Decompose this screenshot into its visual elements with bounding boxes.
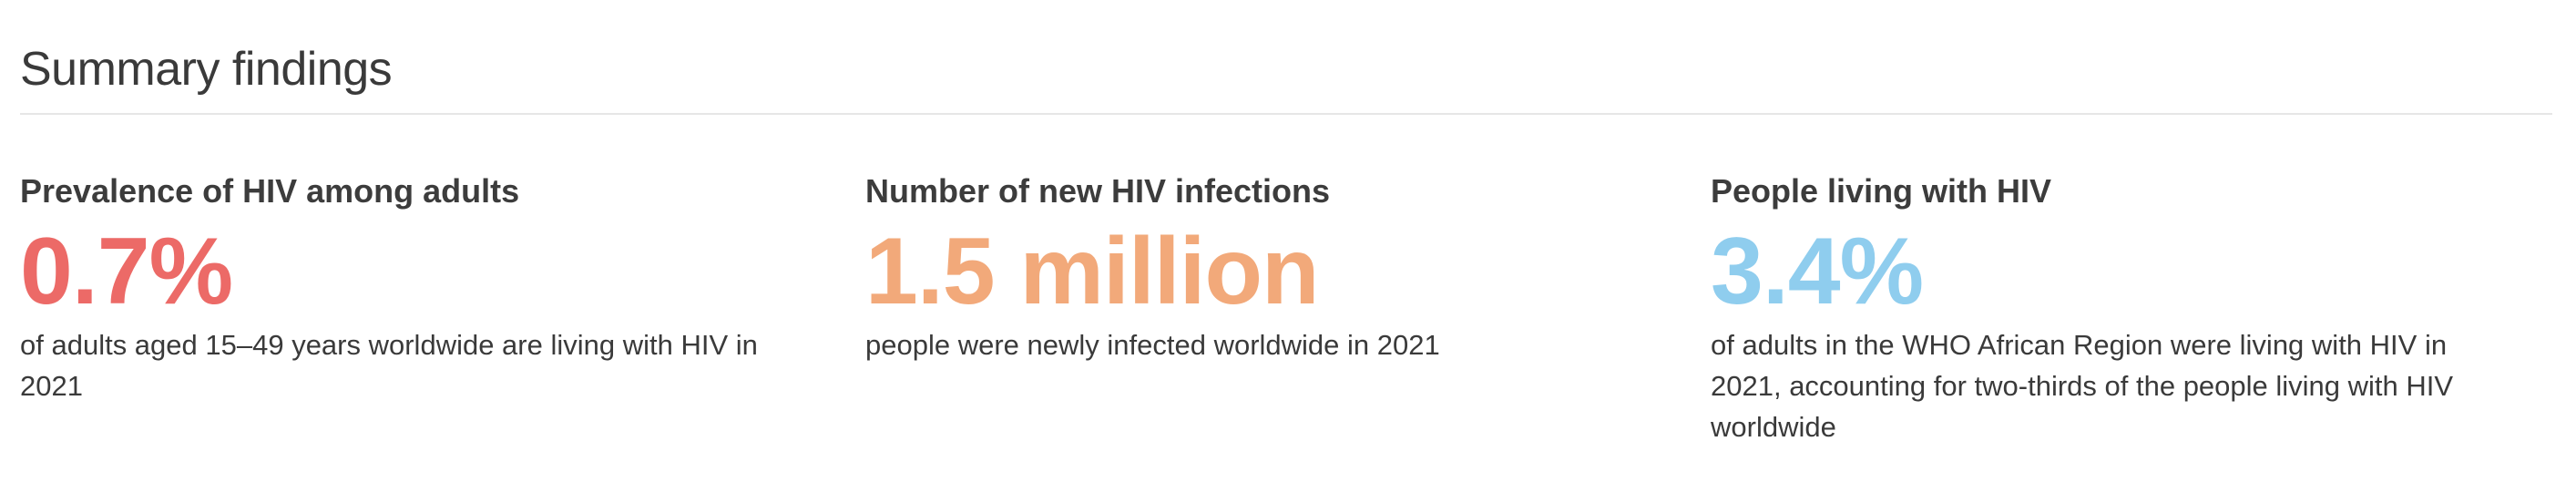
findings-cards: Prevalence of HIV among adults 0.7% of a…: [20, 171, 2556, 447]
finding-description: people were newly infected worldwide in …: [865, 329, 1440, 361]
finding-stat: 3.4%: [1711, 219, 1924, 324]
finding-description: of adults in the WHO African Region were…: [1711, 329, 2454, 443]
finding-description: of adults aged 15–49 years worldwide are…: [20, 329, 758, 402]
section-divider: [20, 113, 2552, 115]
finding-title: Prevalence of HIV among adults: [20, 172, 520, 210]
finding-stat: 0.7%: [20, 219, 233, 324]
section-title: Summary findings: [20, 43, 393, 96]
finding-card-people-living-with-hiv: People living with HIV 3.4% of adults in…: [1711, 171, 2556, 447]
finding-stat: 1.5 million: [865, 219, 1320, 324]
finding-card-hiv-prevalence: Prevalence of HIV among adults 0.7% of a…: [20, 171, 865, 447]
finding-card-new-infections: Number of new HIV infections 1.5 million…: [865, 171, 1711, 447]
finding-title: People living with HIV: [1711, 172, 2052, 210]
finding-title: Number of new HIV infections: [865, 172, 1331, 210]
